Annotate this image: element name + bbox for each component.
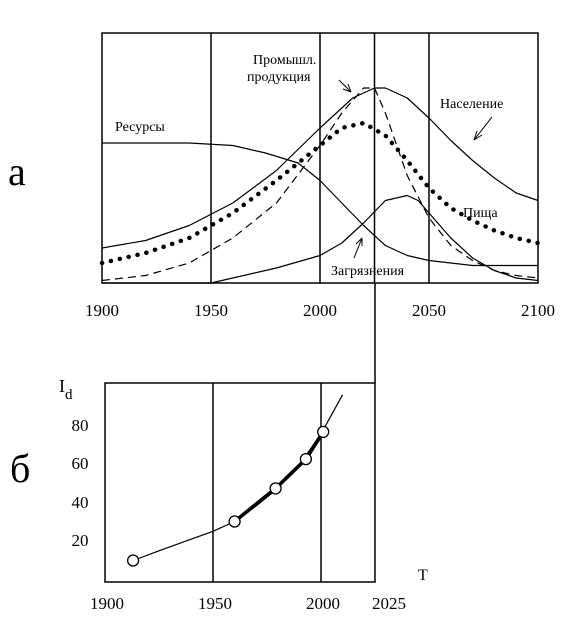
series-label-food: Пища bbox=[463, 206, 498, 221]
y-ticks-b: 20 40 60 80 bbox=[72, 416, 89, 550]
series-line-industry bbox=[101, 87, 539, 282]
x-tick-label: 1900 bbox=[90, 594, 124, 613]
panel-label-b: б bbox=[10, 446, 31, 491]
x-axis-label: T bbox=[418, 567, 428, 584]
markers-b bbox=[126, 425, 330, 567]
leader-industry-arrowhead bbox=[342, 83, 352, 93]
x-tick-label: 2100 bbox=[521, 301, 555, 320]
axes-frame-b bbox=[104, 382, 376, 583]
series-line-resources bbox=[102, 142, 538, 267]
series-label-population: Население bbox=[440, 97, 503, 112]
leader-industry bbox=[338, 79, 352, 93]
series-line-population bbox=[101, 87, 539, 249]
data-point bbox=[228, 515, 241, 528]
x-tick-label: 2025 bbox=[372, 594, 406, 613]
y-axis-label: Id bbox=[59, 376, 73, 403]
series-labels-a: Ресурсы Население Промышл. продукция Пищ… bbox=[115, 53, 503, 279]
series-line-pollution bbox=[102, 194, 539, 284]
series-group-b bbox=[132, 394, 344, 562]
leader-pollution-arrowhead bbox=[355, 237, 363, 246]
x-tick-label: 2000 bbox=[303, 301, 337, 320]
y-tick-label: 20 bbox=[72, 531, 89, 550]
data-point bbox=[126, 554, 140, 567]
data-point bbox=[317, 425, 330, 439]
panel-label-a: а bbox=[8, 149, 26, 194]
series-label-industry: Промышл. продукция bbox=[247, 53, 320, 85]
x-tick-label: 2050 bbox=[412, 301, 446, 320]
x-tick-label: 1950 bbox=[198, 594, 232, 613]
x-tick-label: 2000 bbox=[306, 594, 340, 613]
x-tick-label: 1950 bbox=[194, 301, 228, 320]
data-point bbox=[299, 452, 313, 466]
reference-lines-a bbox=[210, 33, 430, 283]
leader-population-arrowhead bbox=[473, 130, 483, 141]
series-label-pollution: Загрязнения bbox=[331, 264, 405, 279]
data-point bbox=[269, 482, 282, 495]
trend-curve bbox=[132, 394, 344, 562]
series-label-resources: Ресурсы bbox=[115, 120, 165, 135]
y-tick-label: 60 bbox=[72, 454, 89, 473]
chart-panel-b: 20 40 60 80 1900 1950 2000 2025 Id T bbox=[59, 376, 428, 613]
chart-panel-a: 1900 1950 2000 2050 2100 Ресурсы Населен… bbox=[85, 32, 555, 320]
reference-lines-b bbox=[212, 383, 322, 582]
x-tick-label: 1900 bbox=[85, 301, 119, 320]
y-tick-label: 40 bbox=[72, 493, 89, 512]
label-leaders-a bbox=[338, 79, 493, 259]
x-ticks-b: 1900 1950 2000 2025 bbox=[90, 594, 406, 613]
series-group-a bbox=[99, 87, 541, 284]
x-ticks-a: 1900 1950 2000 2050 2100 bbox=[85, 301, 555, 320]
leader-pollution bbox=[353, 237, 363, 259]
bold-segment bbox=[233, 430, 325, 523]
leader-population bbox=[473, 116, 493, 141]
y-tick-label: 80 bbox=[72, 416, 89, 435]
